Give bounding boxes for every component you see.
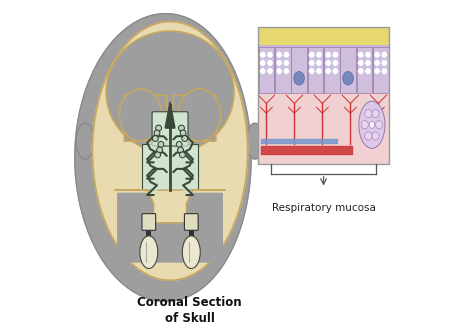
Ellipse shape (267, 51, 273, 58)
Ellipse shape (76, 123, 94, 159)
Bar (258, 93, 389, 164)
Bar (356, 47, 372, 93)
Polygon shape (75, 13, 251, 301)
Ellipse shape (309, 60, 315, 66)
Ellipse shape (154, 130, 160, 136)
Ellipse shape (158, 141, 164, 147)
Bar (340, 47, 356, 93)
Ellipse shape (332, 60, 338, 66)
Ellipse shape (381, 51, 387, 58)
Bar (258, 27, 389, 45)
Bar (258, 27, 389, 164)
Polygon shape (147, 169, 167, 195)
Ellipse shape (178, 147, 183, 153)
Ellipse shape (358, 51, 364, 58)
Polygon shape (173, 153, 193, 179)
Polygon shape (173, 95, 216, 141)
Ellipse shape (140, 236, 158, 269)
Ellipse shape (374, 51, 380, 58)
Ellipse shape (180, 152, 185, 158)
Ellipse shape (178, 89, 221, 141)
Ellipse shape (182, 135, 188, 141)
Polygon shape (142, 144, 198, 190)
Ellipse shape (369, 121, 374, 128)
Ellipse shape (180, 130, 186, 136)
Polygon shape (118, 194, 222, 262)
Ellipse shape (294, 72, 304, 85)
Ellipse shape (283, 60, 290, 66)
Ellipse shape (316, 51, 322, 58)
Ellipse shape (276, 51, 282, 58)
Ellipse shape (325, 51, 331, 58)
Bar (291, 47, 307, 93)
FancyBboxPatch shape (189, 226, 194, 239)
Ellipse shape (176, 141, 182, 147)
Ellipse shape (155, 125, 162, 131)
Ellipse shape (267, 60, 273, 66)
Polygon shape (165, 102, 175, 128)
Ellipse shape (267, 68, 273, 74)
Ellipse shape (358, 68, 364, 74)
Bar (308, 47, 323, 93)
Bar (258, 47, 274, 93)
Ellipse shape (283, 68, 290, 74)
FancyBboxPatch shape (184, 214, 198, 230)
Polygon shape (173, 169, 193, 195)
Ellipse shape (381, 60, 387, 66)
Ellipse shape (153, 135, 158, 141)
Ellipse shape (361, 121, 368, 129)
Ellipse shape (156, 147, 163, 153)
Ellipse shape (179, 125, 184, 131)
Ellipse shape (359, 101, 385, 148)
Polygon shape (173, 136, 193, 162)
Polygon shape (124, 95, 167, 141)
Ellipse shape (343, 72, 353, 85)
Ellipse shape (283, 51, 290, 58)
Ellipse shape (182, 236, 200, 269)
Ellipse shape (365, 60, 371, 66)
Text: Coronal Section: Coronal Section (137, 296, 242, 309)
Ellipse shape (365, 110, 372, 118)
Ellipse shape (365, 68, 371, 74)
FancyBboxPatch shape (142, 214, 155, 230)
Ellipse shape (119, 89, 162, 141)
Ellipse shape (276, 68, 282, 74)
Ellipse shape (325, 60, 331, 66)
Ellipse shape (375, 121, 383, 129)
Ellipse shape (309, 68, 315, 74)
Ellipse shape (260, 51, 266, 58)
Ellipse shape (374, 68, 380, 74)
Polygon shape (115, 190, 226, 223)
Ellipse shape (260, 60, 266, 66)
Ellipse shape (374, 60, 380, 66)
FancyBboxPatch shape (152, 112, 188, 146)
Ellipse shape (246, 123, 264, 159)
Polygon shape (147, 136, 167, 162)
Ellipse shape (332, 68, 338, 74)
Bar (275, 47, 291, 93)
Ellipse shape (372, 110, 379, 118)
Ellipse shape (325, 68, 331, 74)
Bar (258, 45, 389, 93)
Ellipse shape (332, 51, 338, 58)
Ellipse shape (106, 31, 234, 153)
Ellipse shape (365, 132, 372, 140)
FancyBboxPatch shape (146, 226, 151, 239)
Ellipse shape (316, 68, 322, 74)
Bar (324, 47, 339, 93)
Polygon shape (92, 22, 247, 280)
Ellipse shape (365, 51, 371, 58)
Ellipse shape (276, 60, 282, 66)
Ellipse shape (309, 51, 315, 58)
Ellipse shape (381, 68, 387, 74)
Ellipse shape (372, 132, 379, 140)
Text: Respiratory mucosa: Respiratory mucosa (272, 203, 375, 213)
Bar (373, 47, 389, 93)
Text: of Skull: of Skull (164, 312, 215, 325)
Ellipse shape (155, 152, 161, 158)
Polygon shape (147, 153, 167, 179)
Ellipse shape (358, 60, 364, 66)
Ellipse shape (260, 68, 266, 74)
Ellipse shape (316, 60, 322, 66)
